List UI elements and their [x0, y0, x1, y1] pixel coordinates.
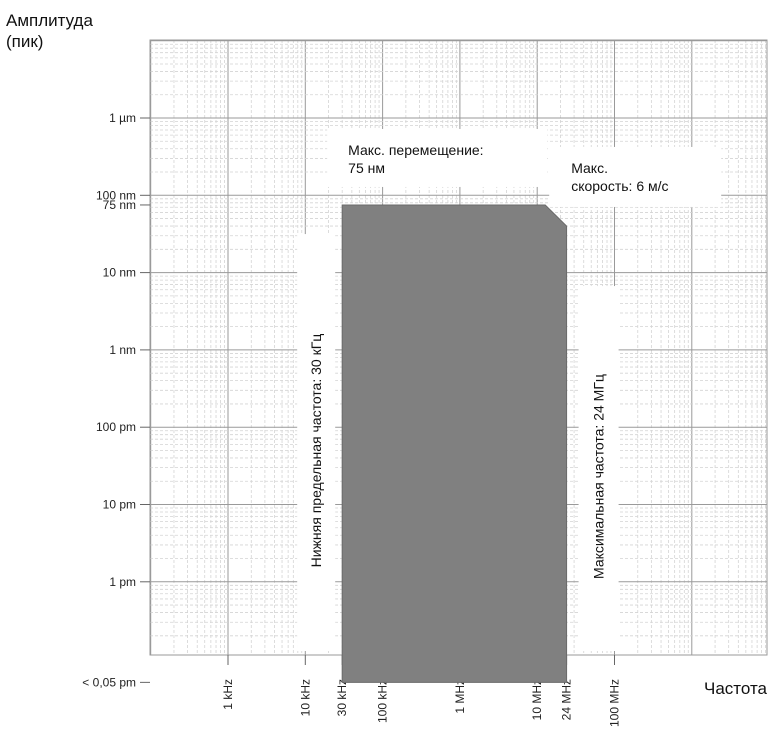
y-tick-label: 100 pm — [96, 420, 136, 434]
x-tick-label: 30 kHz — [335, 679, 349, 716]
lower-cutoff-label-backdrop — [297, 234, 336, 651]
lower-cutoff-annotation: Нижняя предельная частота: 30 кГц — [308, 334, 324, 568]
x-axis-title: Частота — [703, 679, 767, 698]
max-displacement-backdrop — [327, 128, 548, 187]
x-tick-label: 10 MHz — [530, 679, 544, 720]
y-tick-label: 10 nm — [103, 266, 136, 280]
y-axis-title-line-1: Амплитуда — [6, 11, 93, 30]
y-tick-label: < 0,05 pm — [82, 675, 136, 689]
y-axis-title: Амплитуда (пик) — [6, 10, 93, 52]
y-tick-label: 1 µm — [109, 111, 136, 125]
x-tick-label: 24 MHz — [560, 679, 574, 720]
y-tick-label: 1 nm — [109, 343, 136, 357]
y-tick-label: 75 nm — [103, 198, 136, 212]
max-velocity-annotation: Макс. скорость: 6 м/с — [571, 160, 668, 194]
max-displacement-annotation: Макс. перемещение: 75 нм — [348, 142, 483, 176]
x-tick-label: 1 kHz — [221, 679, 235, 710]
x-tick-label: 10 kHz — [298, 679, 312, 716]
x-tick-label: 100 MHz — [608, 679, 622, 727]
y-tick-label: 100 nm — [96, 188, 136, 202]
x-tick-label: 1 MHz — [453, 679, 467, 714]
y-axis-title-line-2: (пик) — [6, 32, 44, 51]
max-frequency-annotation: Максимальная частота: 24 МГц — [591, 374, 607, 579]
y-tick-label: 10 pm — [103, 498, 136, 512]
max-velocity-backdrop — [549, 146, 722, 207]
max-frequency-label-backdrop — [578, 286, 619, 651]
x-tick-label: 100 kHz — [376, 679, 390, 723]
operating-region-area — [341, 204, 568, 683]
y-tick-label: 1 pm — [109, 575, 136, 589]
